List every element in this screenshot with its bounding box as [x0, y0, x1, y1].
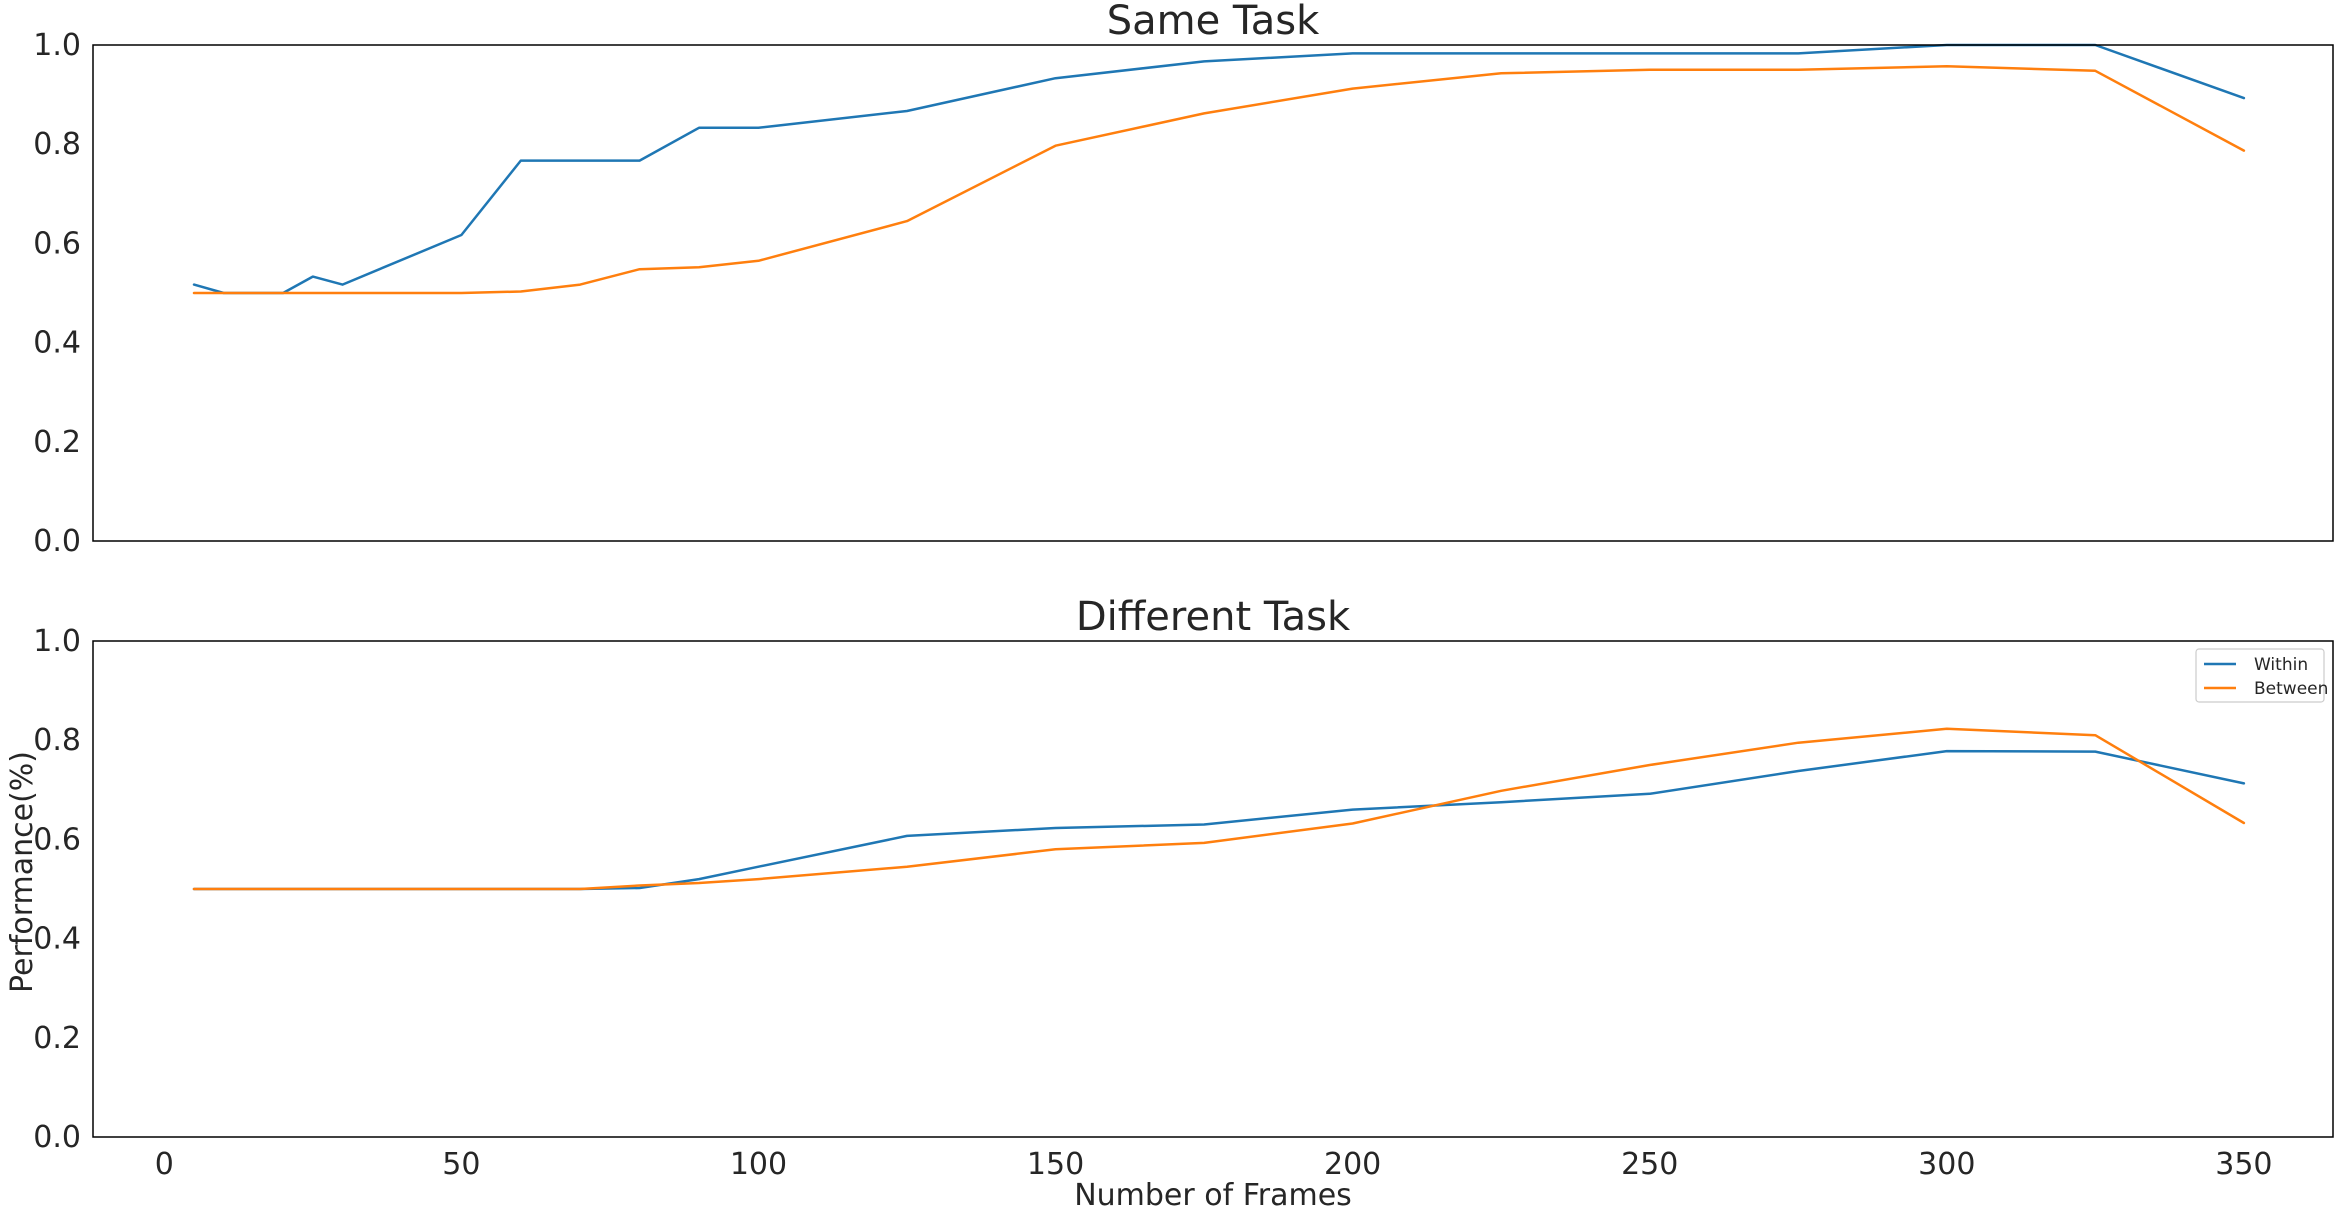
same-task-panel: Same Task 0.0 0.2 0.4 0.6 0.8 1.0 — [33, 0, 2334, 559]
legend: Within Between — [2195, 648, 2328, 703]
same-task-y-tick-label: 0.6 — [33, 226, 81, 261]
different-task-title: Different Task — [1076, 594, 1351, 640]
same-task-series — [192, 43, 2246, 295]
different-task-series-between-line — [192, 727, 2246, 891]
same-task-y-tick-label: 1.0 — [33, 28, 81, 63]
legend-label-between: Between — [2254, 679, 2328, 699]
different-task-panel: Different Task 0.0 0.2 0.4 0.6 0.8 1.0 0 50 100… — [5, 594, 2334, 1212]
different-task-x-tick-label: 300 — [1918, 1147, 1975, 1182]
different-task-y-axis-label: Performance(%) — [5, 751, 40, 993]
same-task-series-between-line — [192, 65, 2246, 295]
different-task-x-tick-label: 50 — [442, 1147, 480, 1182]
different-task-x-tick-label: 350 — [2215, 1147, 2272, 1182]
same-task-title: Same Task — [1107, 0, 1320, 44]
different-task-y-tick-label: 0.4 — [33, 922, 81, 957]
different-task-axes-frame — [92, 640, 2334, 1138]
different-task-x-tick-label: 100 — [730, 1147, 787, 1182]
same-task-y-tick-label: 0.4 — [33, 326, 81, 361]
different-task-x-tick-label: 250 — [1621, 1147, 1678, 1182]
different-task-x-tick-label: 0 — [155, 1147, 174, 1182]
different-task-x-tick-label: 150 — [1027, 1147, 1084, 1182]
different-task-y-tick-label: 0.8 — [33, 723, 81, 758]
different-task-y-tick-label: 0.0 — [33, 1120, 81, 1155]
same-task-y-ticks: 0.0 0.2 0.4 0.6 0.8 1.0 — [33, 28, 81, 559]
different-task-series — [192, 727, 2246, 891]
same-task-y-tick-label: 0.2 — [33, 425, 81, 460]
different-task-x-tick-label: 200 — [1324, 1147, 1381, 1182]
same-task-y-tick-label: 0.8 — [33, 127, 81, 162]
same-task-axes-frame — [92, 44, 2334, 542]
different-task-x-axis-label: Number of Frames — [1074, 1178, 1352, 1212]
different-task-y-tick-label: 1.0 — [33, 624, 81, 659]
same-task-series-within-line — [192, 43, 2246, 295]
legend-label-within: Within — [2254, 655, 2308, 675]
different-task-y-tick-label: 0.2 — [33, 1021, 81, 1056]
different-task-y-tick-label: 0.6 — [33, 822, 81, 857]
same-task-y-tick-label: 0.0 — [33, 524, 81, 559]
different-task-x-ticks: 0 50 100 150 200 250 300 350 — [155, 1147, 2273, 1182]
different-task-y-ticks: 0.0 0.2 0.4 0.6 0.8 1.0 — [33, 624, 81, 1155]
